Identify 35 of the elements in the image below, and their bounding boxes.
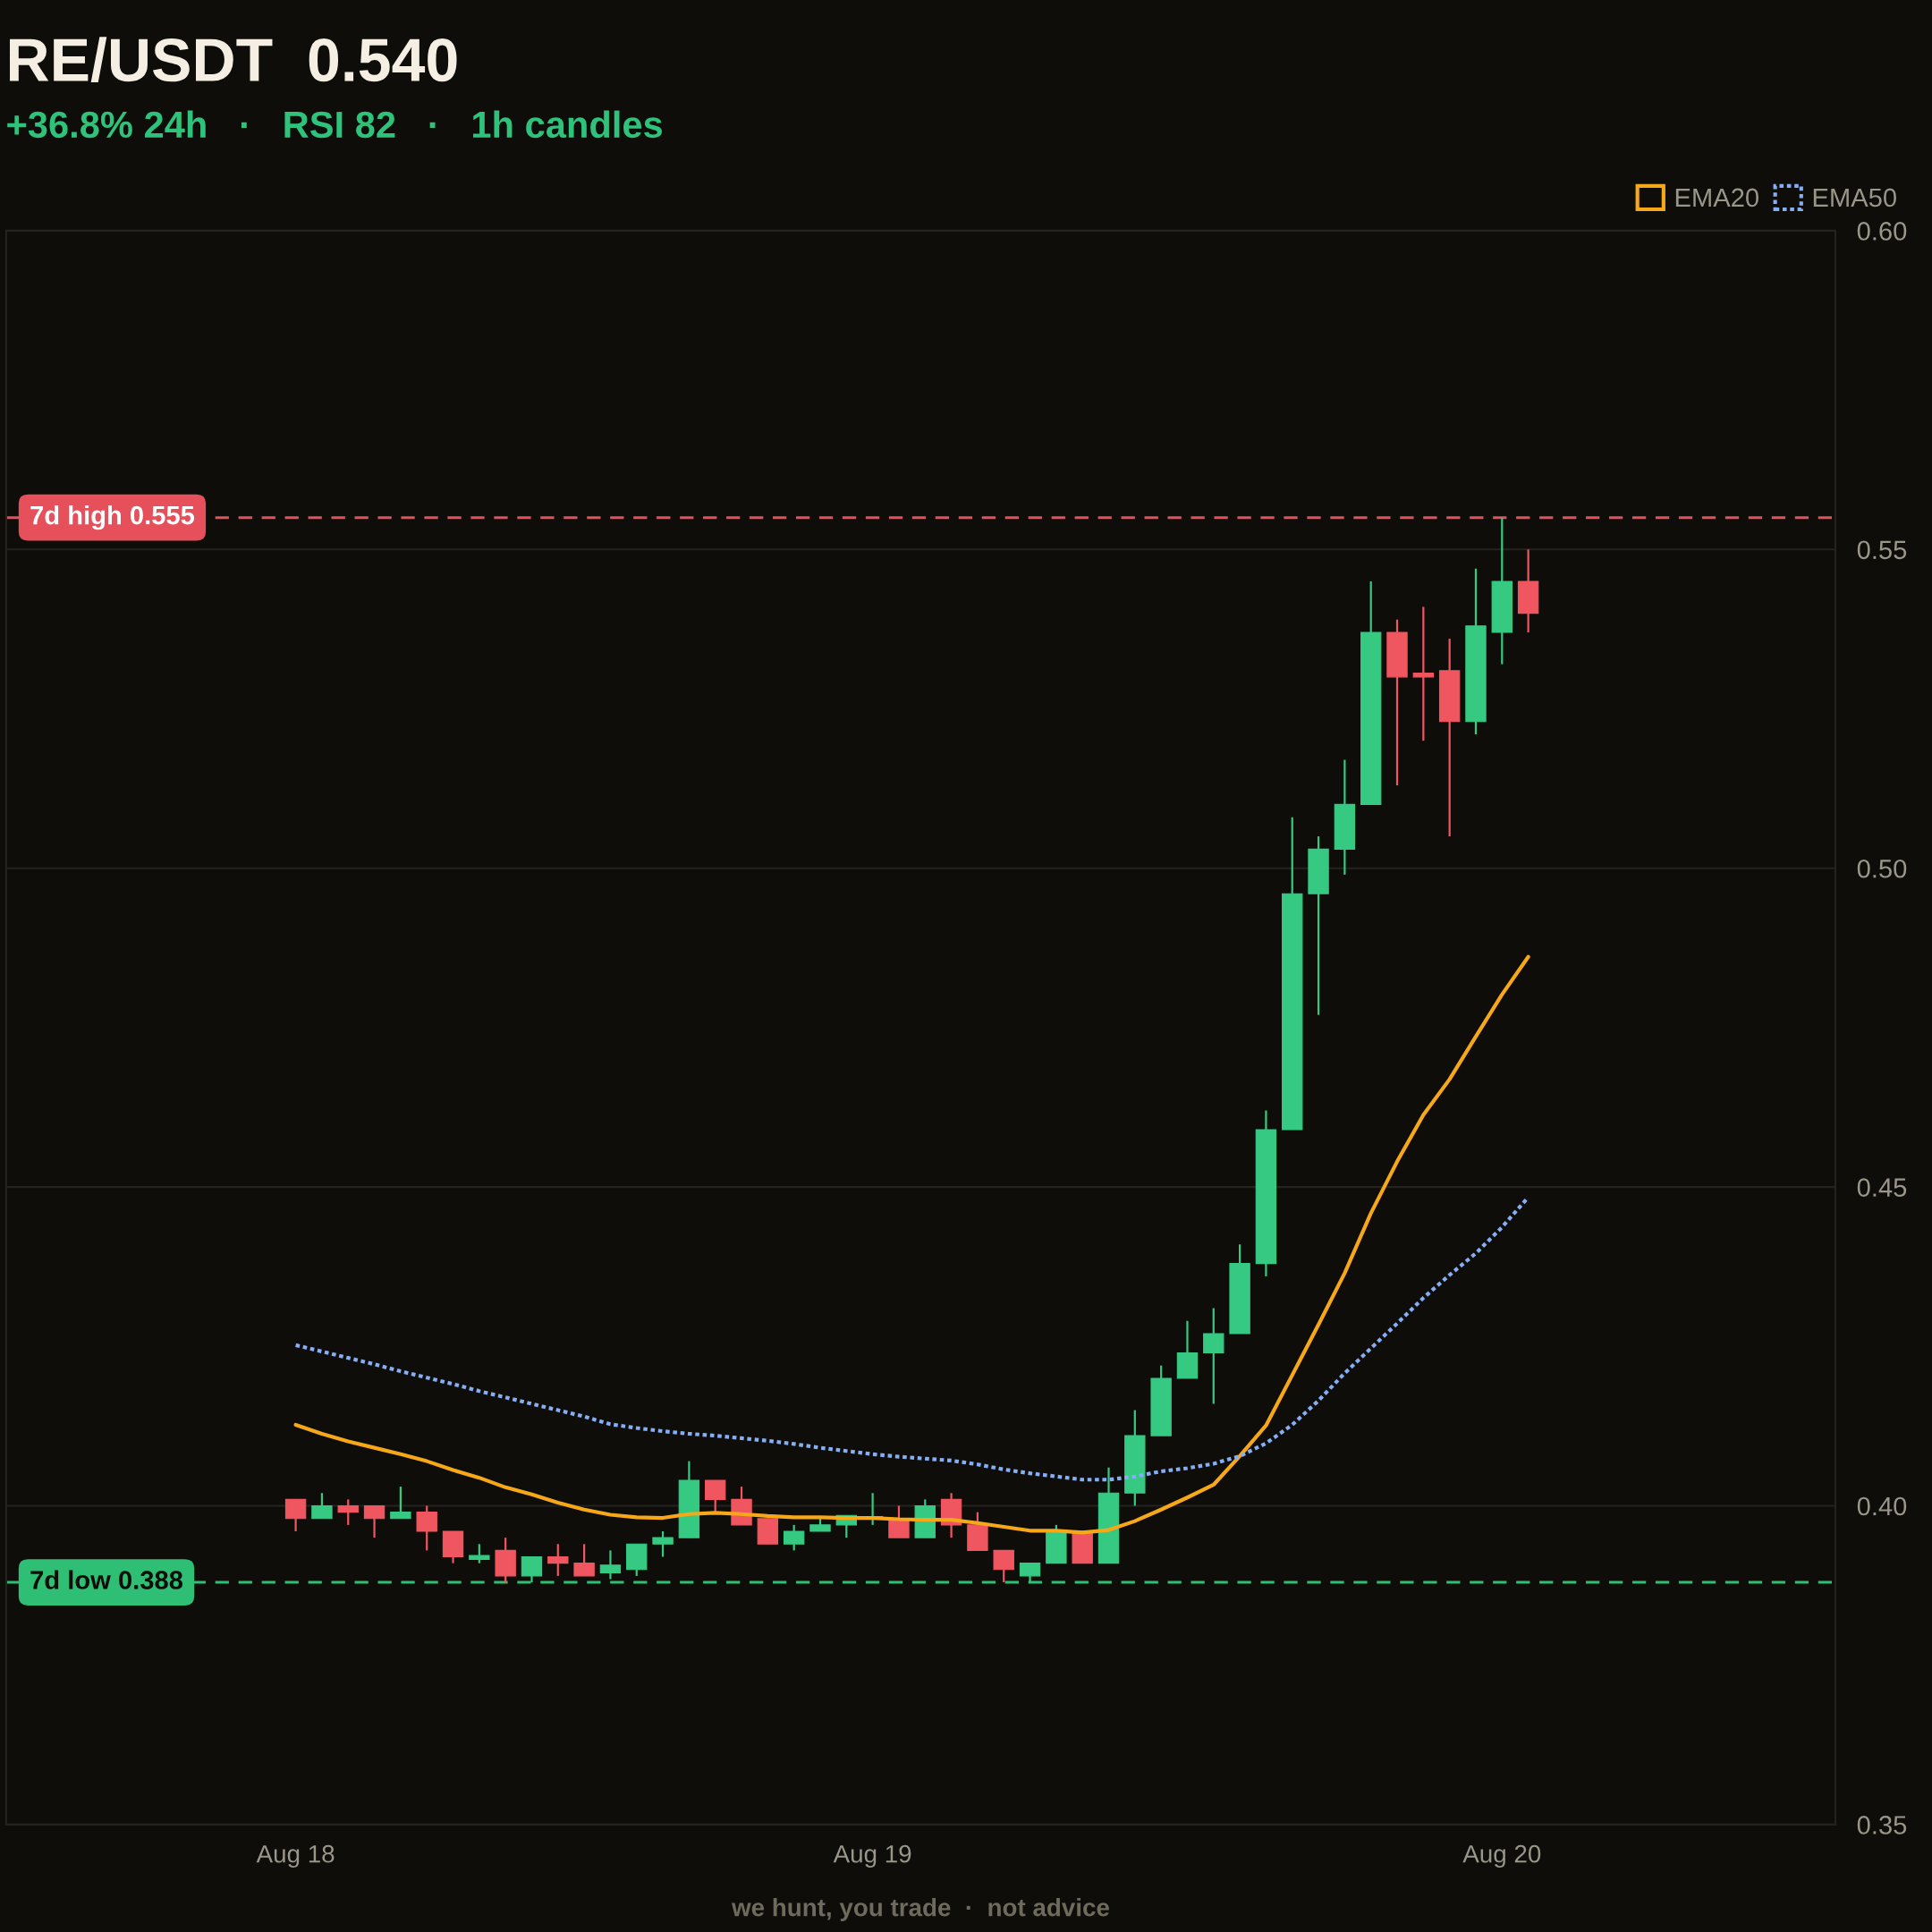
candlestick [573,1543,595,1578]
candlestick [284,1498,307,1533]
y-tick-label: 0.60 [1857,222,1907,241]
candlestick [390,1486,411,1520]
x-tick-label: Aug 19 [833,1844,911,1868]
ref-line-label: 7d low 0.388 [30,1570,183,1589]
legend-label: EMA20 [1675,188,1758,208]
line-series [293,1195,1530,1482]
y-tick-label: 0.45 [1857,1178,1907,1197]
candlestick [311,1492,333,1520]
candlestick [1203,1307,1224,1405]
x-tick-label: Aug 20 [1462,1844,1541,1868]
legend-label: EMA50 [1813,188,1896,208]
candlestick [337,1498,359,1526]
candlestick [416,1504,437,1552]
candlestick [993,1549,1014,1584]
x-tick-label: Aug 18 [256,1844,335,1868]
candlestick [521,1555,543,1584]
candlestick [547,1543,569,1578]
candlestick [1019,1562,1041,1584]
y-tick-label: 0.55 [1857,540,1907,560]
y-tick-label: 0.50 [1857,859,1907,878]
candlestick [599,1549,622,1580]
candlestick [1412,606,1435,742]
candlestick [705,1479,726,1513]
chart-title: RE/USDT 0.540 [10,37,457,82]
ref-line-label: 7d high 0.555 [30,505,195,530]
y-tick-label: 0.40 [1857,1496,1907,1516]
chart-subtitle: +36.8% 24h · RSI 82 · 1h candles [7,110,663,139]
candlestick [363,1504,386,1539]
candlestick [652,1530,674,1558]
text: we hunt, you trade · not advice [731,1898,1109,1921]
y-tick-label: 0.35 [1857,1816,1907,1835]
candlestick [783,1523,805,1552]
candlestick [469,1543,490,1564]
